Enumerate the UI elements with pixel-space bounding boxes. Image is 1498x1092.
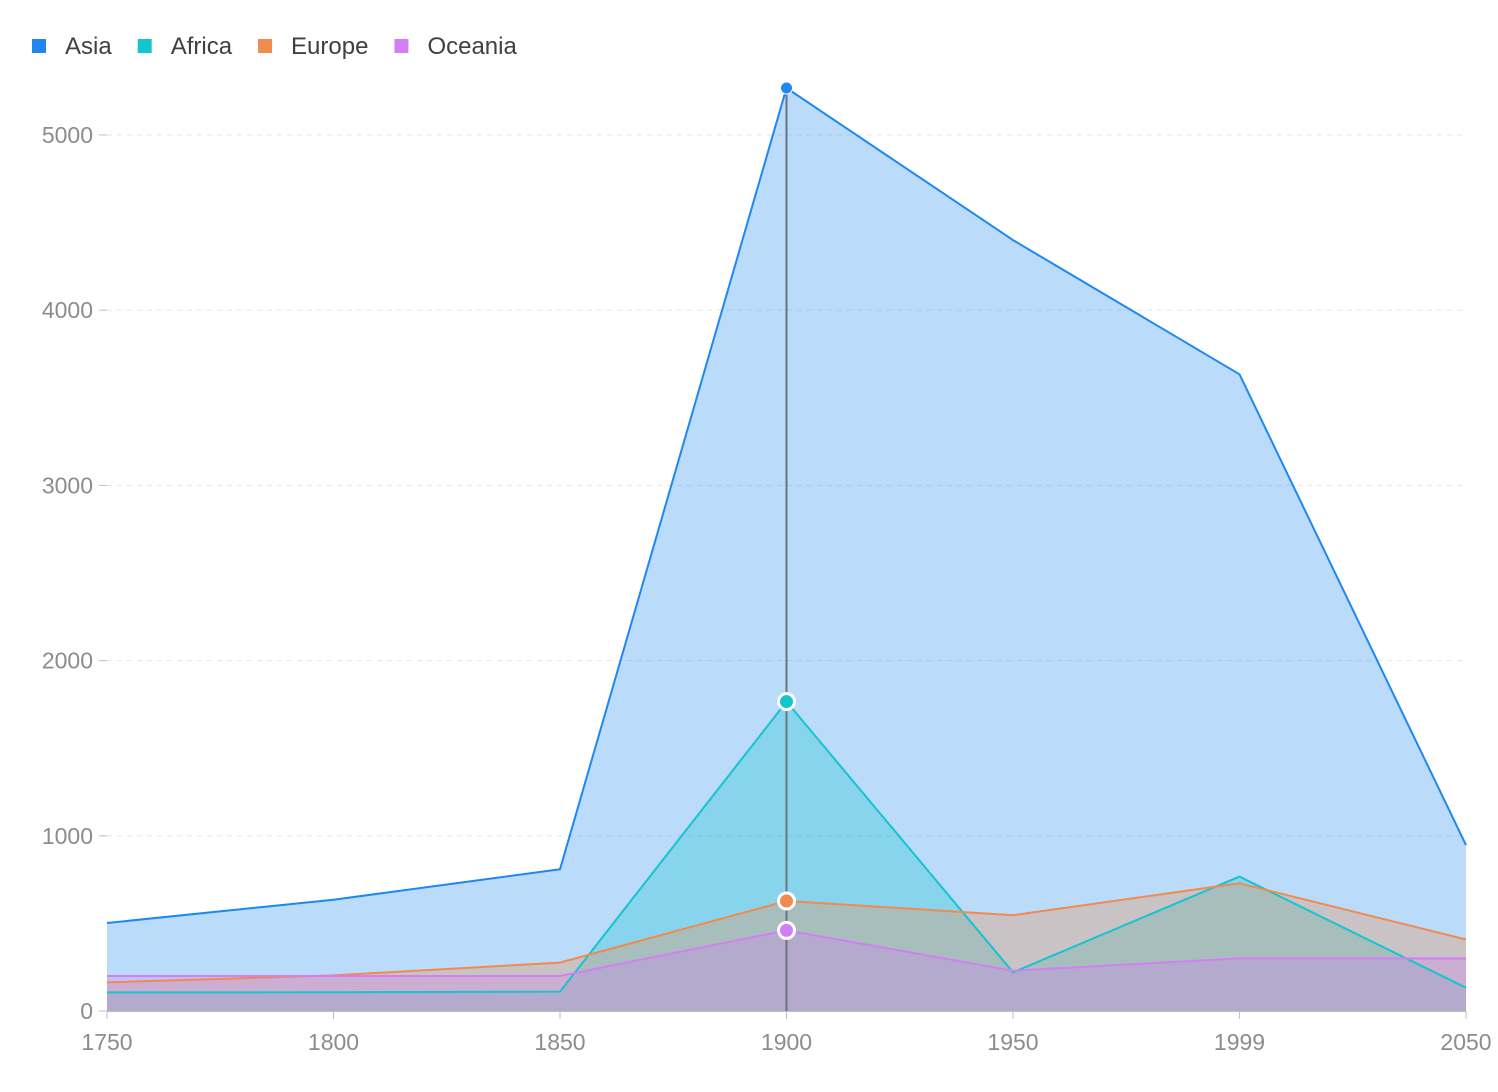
y-tick-label: 0 [80, 998, 93, 1024]
legend-label: Asia [65, 33, 112, 60]
grid [107, 134, 1466, 837]
marker-oceania[interactable] [777, 920, 796, 940]
x-tick-label: 1750 [81, 1029, 132, 1055]
legend-item-africa[interactable]: Africa [137, 33, 233, 60]
legend-label: Europe [291, 33, 368, 60]
x-tick-label: 1850 [534, 1029, 585, 1055]
highlight-markers [777, 81, 796, 940]
legend-label: Africa [171, 33, 233, 60]
legend-item-europe[interactable]: Europe [258, 33, 368, 60]
legend-swatch [394, 39, 409, 53]
legend: Asia Africa Europe Oceania [32, 33, 517, 60]
x-tick-label: 1900 [761, 1029, 812, 1055]
x-tick-label: 1800 [308, 1029, 359, 1055]
x-tick-label: 1950 [987, 1029, 1038, 1055]
y-tick-label: 5000 [42, 122, 93, 148]
legend-label: Oceania [427, 33, 517, 60]
legend-swatch [32, 39, 46, 53]
axes: 0 1000 2000 3000 4000 5000 1750 1800 1850 1900 195… [42, 122, 1492, 1055]
legend-item-oceania[interactable]: Oceania [394, 33, 517, 60]
legend-item-asia[interactable]: Asia [32, 33, 112, 60]
legend-swatch [137, 39, 152, 53]
y-tick-label: 3000 [42, 472, 93, 498]
legend-swatch [258, 39, 273, 53]
x-tick-label: 1999 [1214, 1029, 1265, 1055]
y-tick-label: 1000 [42, 823, 93, 849]
marker-europe[interactable] [777, 891, 796, 911]
marker-asia[interactable] [780, 81, 793, 95]
marker-africa[interactable] [777, 692, 796, 712]
y-tick-label: 4000 [42, 297, 93, 323]
x-tick-label: 2050 [1440, 1029, 1491, 1055]
y-tick-label: 2000 [42, 648, 93, 674]
